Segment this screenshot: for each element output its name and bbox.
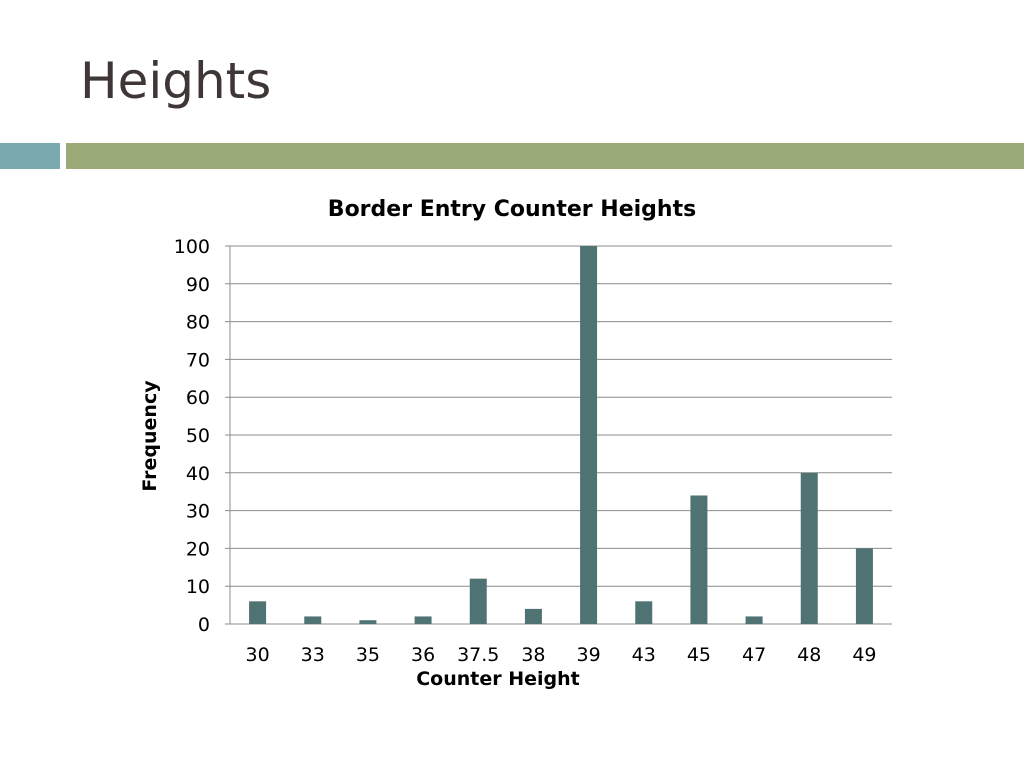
bar-48 bbox=[800, 472, 818, 624]
bar-47 bbox=[745, 616, 763, 624]
bar-43 bbox=[635, 601, 653, 624]
y-tick-label: 100 bbox=[174, 236, 210, 258]
y-axis-label: Frequency bbox=[139, 380, 161, 492]
x-tick-label: 30 bbox=[245, 644, 269, 666]
x-axis-label: Counter Height bbox=[416, 668, 580, 690]
chart-title: Border Entry Counter Heights bbox=[328, 197, 696, 222]
accent-band-right bbox=[66, 143, 1024, 169]
y-tick-label: 70 bbox=[186, 349, 210, 371]
accent-band-left bbox=[0, 143, 60, 169]
bar-35 bbox=[359, 620, 377, 624]
x-tick-label: 43 bbox=[632, 644, 656, 666]
x-tick-label: 48 bbox=[797, 644, 821, 666]
y-tick-label: 80 bbox=[186, 312, 210, 334]
bar-36 bbox=[414, 616, 432, 624]
x-tick-label: 37.5 bbox=[457, 644, 499, 666]
x-tick-label: 45 bbox=[687, 644, 711, 666]
y-tick-label: 10 bbox=[186, 576, 210, 598]
x-tick-label: 36 bbox=[411, 644, 435, 666]
bar-38 bbox=[524, 608, 542, 624]
x-tick-label: 33 bbox=[301, 644, 325, 666]
x-axis-ticks: 30 33 35 36 37.5 38 39 43 45 47 48 49 bbox=[245, 644, 876, 666]
x-tick-label: 38 bbox=[521, 644, 545, 666]
bar-37.5 bbox=[469, 578, 487, 624]
bar-39 bbox=[580, 246, 598, 624]
bar-49 bbox=[855, 548, 873, 624]
y-tick-label: 60 bbox=[186, 387, 210, 409]
chart-bars bbox=[249, 246, 873, 624]
y-tick-label: 50 bbox=[186, 425, 210, 447]
x-tick-label: 35 bbox=[356, 644, 380, 666]
x-tick-label: 47 bbox=[742, 644, 766, 666]
x-tick-label: 39 bbox=[576, 644, 600, 666]
y-axis-ticks: 0 10 20 30 40 50 60 70 80 90 100 bbox=[174, 236, 210, 636]
bar-45 bbox=[690, 495, 708, 624]
y-tick-label: 40 bbox=[186, 463, 210, 485]
chart-gridlines bbox=[225, 245, 892, 625]
y-tick-label: 0 bbox=[198, 614, 210, 636]
y-tick-label: 30 bbox=[186, 501, 210, 523]
slide-title: Heights bbox=[80, 52, 272, 110]
bar-30 bbox=[249, 601, 267, 624]
bar-33 bbox=[304, 616, 322, 624]
y-tick-label: 20 bbox=[186, 538, 210, 560]
y-tick-label: 90 bbox=[186, 274, 210, 296]
x-tick-label: 49 bbox=[852, 644, 876, 666]
